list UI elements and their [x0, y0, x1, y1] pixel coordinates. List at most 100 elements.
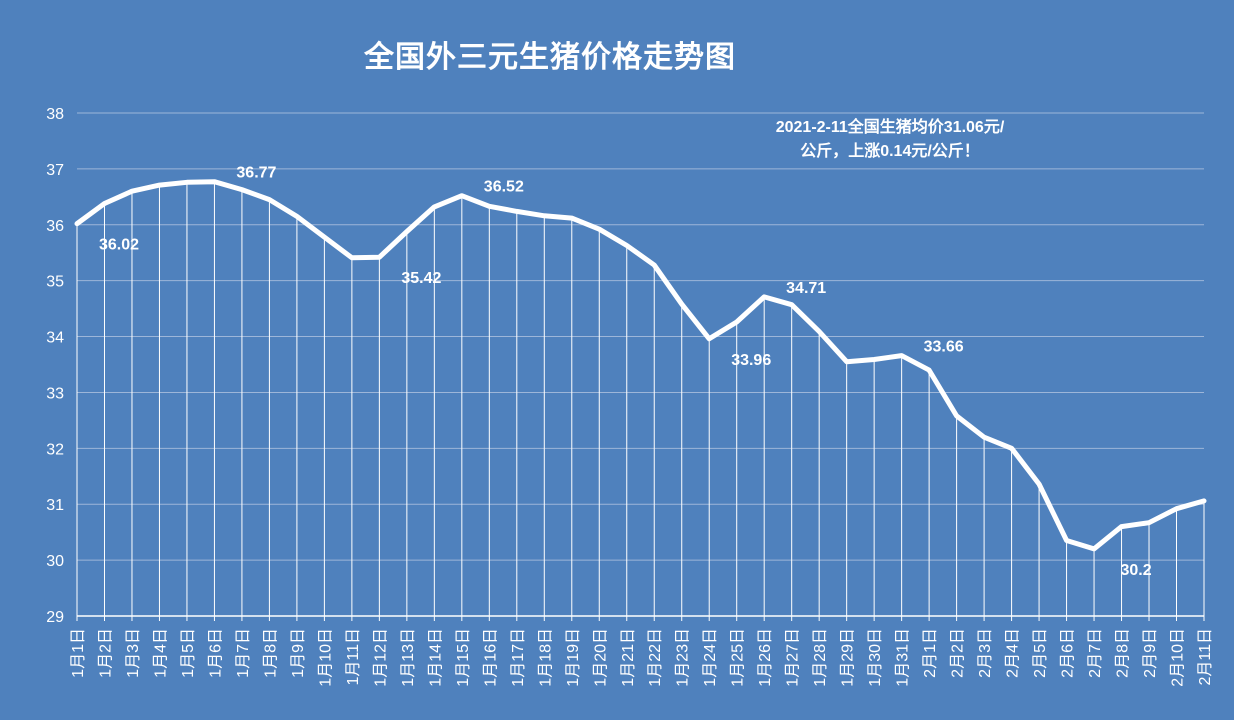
price-annotation: 2021-2-11全国生猪均价31.06元/ 公斤，上涨0.14元/公斤！	[720, 116, 1060, 164]
y-tick-label: 35	[46, 274, 64, 291]
x-tick-label: 1月27日	[785, 628, 802, 687]
data-point	[487, 204, 491, 208]
data-point	[1065, 539, 1069, 543]
x-tick-label: 1月19日	[565, 628, 582, 687]
x-tick-label: 2月4日	[1005, 628, 1022, 678]
y-tick-label: 33	[46, 385, 64, 402]
x-tick-label: 2月10日	[1170, 628, 1187, 687]
x-tick-label: 1月31日	[895, 628, 912, 687]
x-tick-label: 1月7日	[235, 628, 252, 678]
x-tick-label: 1月20日	[592, 628, 609, 687]
x-tick-label: 2月6日	[1060, 628, 1077, 678]
x-tick-label: 1月25日	[730, 628, 747, 687]
data-point	[817, 330, 821, 334]
data-point	[597, 227, 601, 231]
data-point	[955, 414, 959, 418]
data-point	[900, 354, 904, 358]
series-line	[74, 179, 1207, 552]
data-point	[515, 209, 519, 213]
x-tick-label: 1月11日	[345, 628, 362, 686]
data-label: 35.42	[401, 270, 441, 287]
data-point	[405, 229, 409, 233]
y-tick-label: 30	[46, 553, 64, 570]
data-point	[322, 235, 326, 239]
data-point	[707, 337, 711, 341]
data-point	[157, 183, 161, 187]
data-label: 36.02	[99, 237, 139, 254]
x-tick-label: 1月21日	[620, 628, 637, 687]
y-tick-label: 37	[46, 162, 64, 179]
data-point	[240, 188, 244, 192]
x-tick-label: 2月5日	[1032, 628, 1049, 678]
data-point	[790, 303, 794, 307]
data-point	[185, 180, 189, 184]
data-labels: 36.02 36.77 35.42 36.52 33.96 34.71 33.66 30.2	[99, 165, 1152, 579]
x-tick-label: 1月18日	[537, 628, 554, 687]
x-tick-label: 2月3日	[977, 628, 994, 678]
data-point	[1010, 446, 1014, 450]
data-point	[542, 214, 546, 218]
y-tick-label: 32	[46, 441, 64, 458]
y-tick-label: 38	[46, 106, 64, 123]
data-point	[1120, 525, 1124, 529]
price-annotation-line-2: 公斤，上涨0.14元/公斤！	[800, 143, 980, 160]
data-point	[845, 360, 849, 364]
chart-title: 全国外三元生猪价格走势图	[364, 40, 736, 75]
data-point	[377, 255, 381, 259]
x-tick-label: 2月9日	[1142, 628, 1159, 678]
x-tick-label: 1月16日	[482, 628, 499, 687]
data-point	[1037, 482, 1041, 486]
x-tick-label: 1月9日	[290, 628, 307, 678]
data-point	[102, 202, 106, 206]
data-point	[762, 295, 766, 299]
x-tick-label: 1月5日	[180, 628, 197, 678]
x-tick-label: 2月11日	[1197, 628, 1214, 686]
data-label: 30.2	[1120, 562, 1151, 579]
y-tick-label: 31	[46, 497, 64, 514]
data-point	[1202, 499, 1206, 503]
gridlines	[77, 112, 1204, 617]
x-tick-label: 1月13日	[400, 628, 417, 687]
y-axis: 29 30 31 32 33 34 35 36 37 38	[46, 106, 64, 626]
x-tick-label: 1月3日	[125, 628, 142, 678]
data-label: 33.96	[731, 352, 771, 369]
x-tick-label: 1月24日	[702, 628, 719, 687]
data-label: 33.66	[924, 339, 964, 356]
series-line-group	[74, 179, 1207, 552]
data-point	[460, 194, 464, 198]
data-point	[1175, 507, 1179, 511]
data-point	[680, 302, 684, 306]
data-point	[872, 357, 876, 361]
data-point	[927, 368, 931, 372]
x-tick-label: 1月4日	[152, 628, 169, 678]
x-tick-label: 2月1日	[922, 628, 939, 678]
y-tick-label: 36	[46, 218, 64, 235]
x-tick-label: 1月6日	[207, 628, 224, 678]
x-tick-label: 1月23日	[675, 628, 692, 687]
data-label: 36.52	[484, 179, 524, 196]
y-tick-label: 34	[46, 330, 64, 347]
x-tick-label: 1月2日	[97, 628, 114, 678]
x-tick-label: 1月22日	[647, 628, 664, 687]
data-point	[1092, 547, 1096, 551]
drop-lines	[76, 181, 1205, 616]
x-tick-label: 1月15日	[455, 628, 472, 687]
x-tick-label: 1月8日	[262, 628, 279, 678]
price-annotation-line-1: 2021-2-11全国生猪均价31.06元/	[775, 119, 1005, 136]
data-point	[295, 214, 299, 218]
y-tick-label: 29	[46, 609, 64, 626]
x-tick-label: 1月10日	[317, 628, 334, 687]
x-tick-label: 1月12日	[372, 628, 389, 687]
data-point	[212, 180, 216, 184]
data-point	[75, 222, 79, 226]
x-tick-label: 1月1日	[70, 628, 87, 678]
x-tick-label: 1月14日	[427, 628, 444, 687]
data-point	[570, 216, 574, 220]
data-point	[1147, 521, 1151, 525]
x-tick-label: 2月8日	[1115, 628, 1132, 678]
data-point	[350, 256, 354, 260]
data-point	[735, 320, 739, 324]
x-tick-label: 2月2日	[950, 628, 967, 678]
